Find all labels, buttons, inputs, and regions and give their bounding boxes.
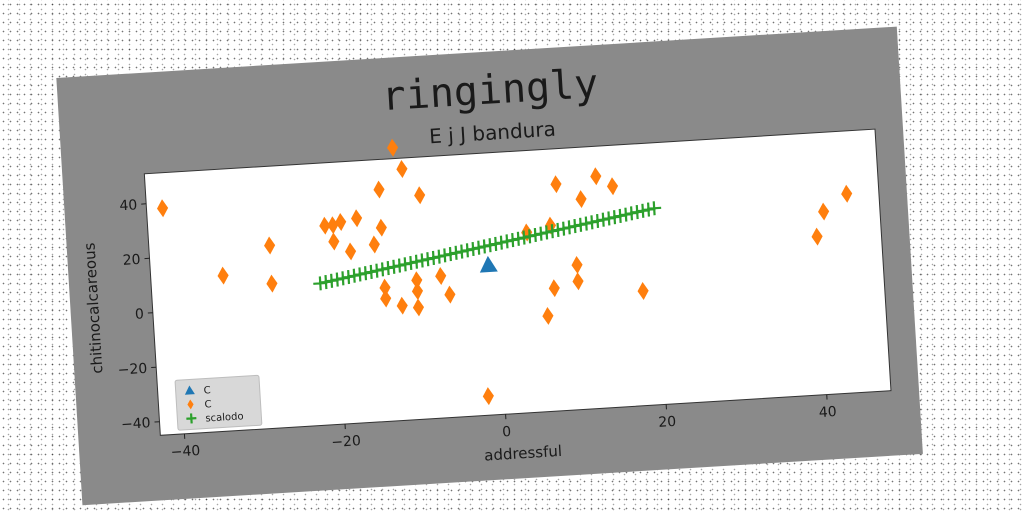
data-point-diamond-c xyxy=(396,160,408,178)
data-point-diamond-c xyxy=(156,199,169,218)
y-tick-label: 0 xyxy=(135,306,145,323)
x-tick-label: 0 xyxy=(502,424,512,441)
data-point-diamond-c xyxy=(444,285,456,304)
legend-box xyxy=(174,374,263,431)
plot-layer xyxy=(156,138,853,406)
data-point-diamond-c xyxy=(411,271,423,290)
data-point-diamond-c xyxy=(328,232,340,251)
data-point-triangle-c xyxy=(479,255,498,273)
data-point-diamond-c xyxy=(335,212,347,231)
data-point-diamond-c xyxy=(818,202,830,221)
data-point-diamond-c xyxy=(344,242,357,261)
data-point-diamond-c xyxy=(435,267,447,285)
data-point-diamond-c xyxy=(571,255,583,274)
data-point-diamond-c xyxy=(414,186,426,205)
data-point-diamond-c xyxy=(327,216,339,235)
data-point-diamond-c xyxy=(606,177,619,196)
x-axis-label: addressful xyxy=(484,442,563,465)
data-point-diamond-c xyxy=(375,218,387,237)
data-point-diamond-c xyxy=(412,298,425,317)
legend-marker xyxy=(187,399,194,410)
data-point-diamond-c xyxy=(411,282,424,301)
data-point-diamond-c xyxy=(550,175,562,194)
x-tick-label: −40 xyxy=(170,443,200,461)
legend-marker xyxy=(186,413,197,424)
legend-entry: scalodo xyxy=(205,411,244,424)
data-point-diamond-c xyxy=(351,209,363,228)
x-tick-label: 40 xyxy=(818,404,837,421)
data-point-diamond-c xyxy=(266,274,278,293)
data-point-plus-scalodo xyxy=(647,201,662,216)
y-tick-label: −20 xyxy=(117,361,147,379)
axis-layer: −40 −20 0 20 40 −40 −20 0 20 40 xyxy=(117,197,837,461)
data-point-diamond-c xyxy=(482,387,494,406)
data-point-diamond-c xyxy=(379,278,391,297)
data-point-diamond-c xyxy=(811,227,823,246)
legend-marker xyxy=(184,385,195,395)
y-tick-label: 40 xyxy=(119,197,138,214)
data-point-diamond-c xyxy=(572,272,584,291)
data-point-diamond-c xyxy=(575,190,587,209)
data-point-diamond-c xyxy=(396,296,408,315)
plot-area xyxy=(143,128,892,436)
data-point-diamond-c xyxy=(590,167,602,186)
data-point-diamond-c xyxy=(373,180,385,199)
legend-entry: C xyxy=(203,385,211,396)
data-point-diamond-c xyxy=(368,235,380,254)
data-point-diamond-c xyxy=(841,184,853,203)
data-point-diamond-c xyxy=(264,236,276,255)
legend-entry: C xyxy=(204,399,212,410)
y-tick-label: −40 xyxy=(121,415,151,433)
data-point-diamond-c xyxy=(548,279,560,298)
data-point-diamond-c xyxy=(380,289,392,308)
x-tick-label: −20 xyxy=(331,433,361,451)
data-point-diamond-c xyxy=(217,266,229,285)
x-tick-label: 20 xyxy=(658,414,677,431)
data-point-diamond-c xyxy=(542,306,554,325)
data-point-diamond-c xyxy=(637,281,649,300)
y-tick-label: 20 xyxy=(122,252,141,269)
data-point-diamond-c xyxy=(319,216,331,235)
data-point-diamond-c xyxy=(387,138,399,157)
